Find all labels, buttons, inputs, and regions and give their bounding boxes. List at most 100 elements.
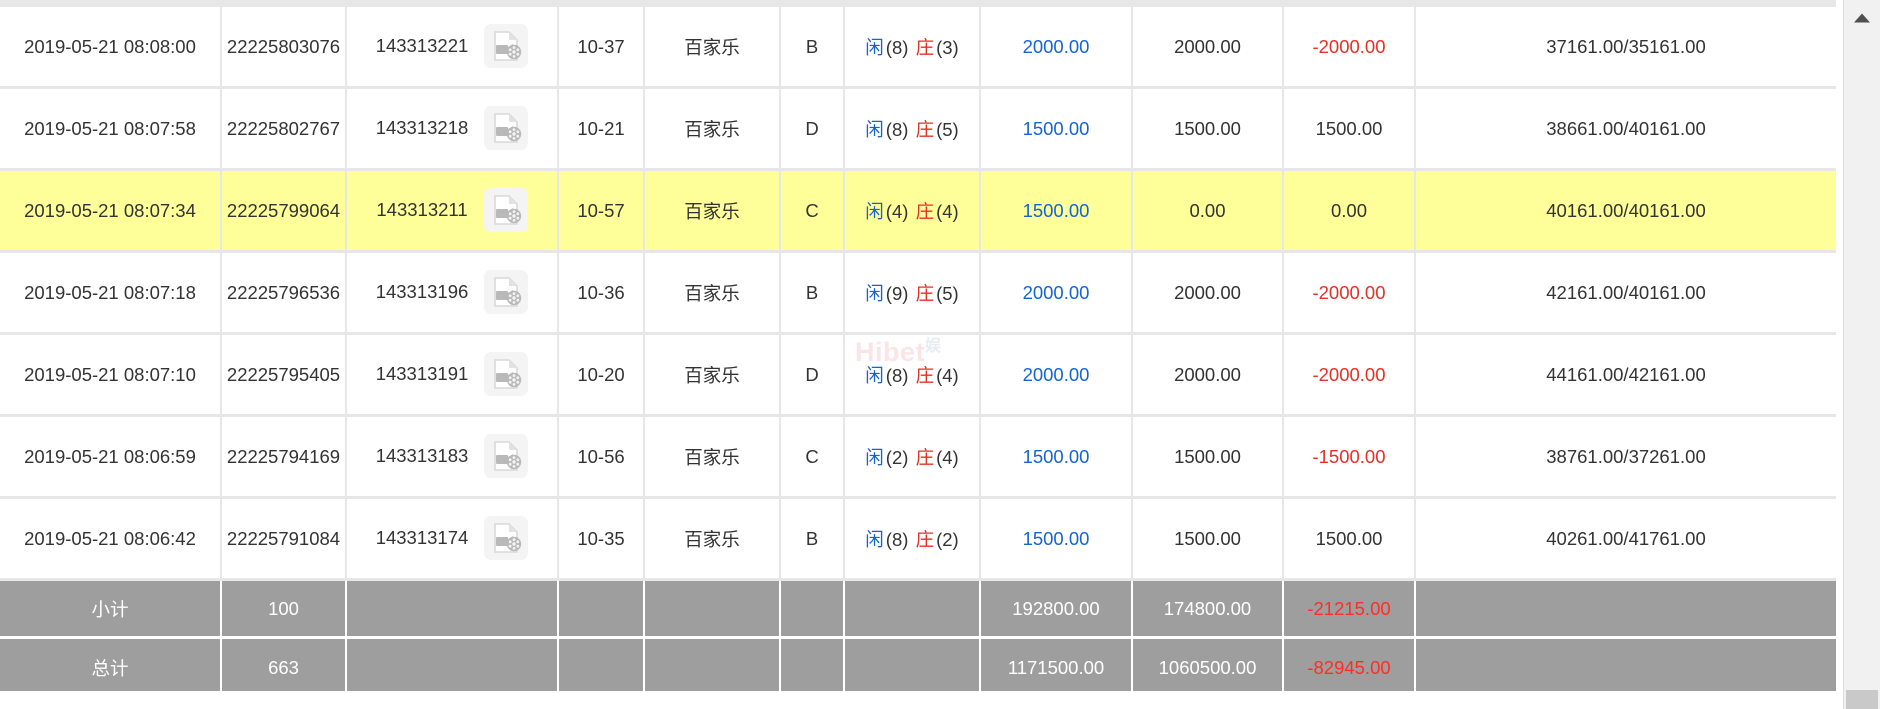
bet-detail: 闲 (8) 庄 (3) xyxy=(864,34,959,60)
video-record-icon[interactable] xyxy=(484,351,529,396)
bet-time: 2019-05-21 08:07:10 xyxy=(24,363,196,385)
table-row[interactable]: 2019-05-21 08:07:18 22225796536 143313196 1… xyxy=(0,253,1836,335)
cell-bet-amount: 1500.00 xyxy=(981,89,1133,171)
scrollbar-up-arrow-button[interactable] xyxy=(1844,0,1880,36)
payout-amount: 0.00 xyxy=(1330,199,1367,221)
cell-balance: 40161.00/40161.00 xyxy=(1416,171,1836,253)
bet-time: 2019-05-21 08:06:59 xyxy=(24,445,196,467)
round-number: 143313196 xyxy=(375,280,469,302)
cell-valid-amount: 1500.00 xyxy=(1133,417,1284,499)
video-record-icon[interactable] xyxy=(483,187,528,232)
cell-bet-amount: 1500.00 xyxy=(981,417,1133,499)
cell-seat: D xyxy=(781,89,845,171)
summary-valid-amount: 1060500.00 xyxy=(1133,639,1284,697)
round-number: 143313191 xyxy=(375,362,469,384)
video-record-icon[interactable] xyxy=(484,105,529,150)
cell-round-no: 143313211 xyxy=(347,171,559,253)
cell-order-no: 22225802767 xyxy=(222,89,347,171)
cell-balance: 40261.00/41761.00 xyxy=(1416,499,1836,581)
bet-time: 2019-05-21 08:07:34 xyxy=(24,199,196,221)
summary-bet-amount: 1171500.00 xyxy=(1007,657,1105,678)
table-row[interactable]: 2019-05-21 08:08:00 22225803076 143313221 1… xyxy=(0,7,1836,89)
summary-payout: -82945.00 xyxy=(1284,639,1416,697)
cell-game-name: 百家乐 xyxy=(645,171,781,253)
table-row[interactable]: 2019-05-21 08:07:34 22225799064 143313211 1… xyxy=(0,171,1836,253)
table-row[interactable]: 2019-05-21 08:07:58 22225802767 143313218 1… xyxy=(0,89,1836,171)
seat-label: C xyxy=(805,199,819,221)
cell-order-no: 22225796536 xyxy=(222,253,347,335)
cell-game-name: 百家乐 xyxy=(645,417,781,499)
cell-time: 2019-05-21 08:06:59 xyxy=(0,417,222,499)
bet-banker-label: 庄 xyxy=(915,36,935,58)
cell-valid-amount: 0.00 xyxy=(1133,171,1284,253)
table-row[interactable]: 2019-05-21 08:07:10 22225795405 143313191 1… xyxy=(0,335,1836,417)
bet-banker-value: (3) xyxy=(936,36,959,58)
cell-balance: 38761.00/37261.00 xyxy=(1416,417,1836,499)
bet-player-label: 闲 xyxy=(865,528,884,550)
round-number: 143313174 xyxy=(375,526,469,548)
bet-detail: 闲 (8) 庄 (5) xyxy=(864,116,959,142)
bet-banker-label: 庄 xyxy=(915,118,935,140)
bet-banker-value: (2) xyxy=(936,528,959,550)
payout-amount: -2000.00 xyxy=(1312,363,1386,385)
cell-time: 2019-05-21 08:06:42 xyxy=(0,499,222,581)
bet-banker-label: 庄 xyxy=(915,364,935,386)
bet-detail: 闲 (2) 庄 (4) xyxy=(864,444,959,470)
bet-detail: 闲 (8) 庄 (4) xyxy=(864,362,959,388)
cell-payout: 0.00 xyxy=(1284,171,1416,253)
vertical-scrollbar[interactable] xyxy=(1843,0,1880,709)
summary-empty-table xyxy=(559,639,645,697)
order-number: 22225803076 xyxy=(226,35,341,57)
balance-before-after: 44161.00/42161.00 xyxy=(1546,363,1706,385)
bet-banker-value: (4) xyxy=(936,364,959,386)
order-number: 22225799064 xyxy=(226,199,341,221)
bet-amount: 1500.00 xyxy=(1022,199,1090,221)
cell-order-no: 22225799064 xyxy=(222,171,347,253)
summary-bet-amount: 1171500.00 xyxy=(981,639,1133,697)
balance-before-after: 40261.00/41761.00 xyxy=(1546,527,1706,549)
summary-empty-bet-detail xyxy=(845,581,981,639)
cell-seat: C xyxy=(781,171,845,253)
round-number: 143313183 xyxy=(375,444,469,466)
cell-balance: 44161.00/42161.00 xyxy=(1416,335,1836,417)
summary-bet-amount: 192800.00 xyxy=(1012,597,1100,619)
cell-seat: B xyxy=(781,7,845,89)
video-record-icon[interactable] xyxy=(484,269,529,314)
bet-banker-value: (5) xyxy=(936,282,959,304)
bet-player-value: (2) xyxy=(885,446,909,468)
game-name: 百家乐 xyxy=(684,36,740,58)
cell-round-no: 143313174 xyxy=(347,499,559,581)
bet-banker-label: 庄 xyxy=(915,282,935,304)
seat-label: D xyxy=(805,363,819,385)
summary-bet-amount: 192800.00 xyxy=(981,581,1133,639)
table-row[interactable]: 2019-05-21 08:06:42 22225791084 143313174 1… xyxy=(0,499,1836,581)
summary-empty-seat xyxy=(781,581,845,639)
summary-payout: -82945.00 xyxy=(1307,657,1391,678)
balance-before-after: 38661.00/40161.00 xyxy=(1546,117,1706,139)
seat-label: C xyxy=(805,445,819,467)
table-row[interactable]: 2019-05-21 08:06:59 22225794169 143313183 1… xyxy=(0,417,1836,499)
bet-player-label: 闲 xyxy=(865,446,884,468)
video-record-icon[interactable] xyxy=(484,23,529,68)
summary-valid-amount: 174800.00 xyxy=(1133,581,1284,639)
cell-valid-amount: 2000.00 xyxy=(1133,335,1284,417)
cell-round-no: 143313183 xyxy=(347,417,559,499)
scrollbar-thumb[interactable] xyxy=(1846,690,1878,709)
cell-round-no: 143313221 xyxy=(347,7,559,89)
bet-banker-value: (5) xyxy=(936,118,959,140)
cell-valid-amount: 2000.00 xyxy=(1133,253,1284,335)
bet-detail: 闲 (8) 庄 (2) xyxy=(864,526,959,552)
video-record-icon[interactable] xyxy=(484,433,529,478)
bet-amount: 2000.00 xyxy=(1022,35,1090,57)
bet-history-table: 2019-05-21 08:08:00 22225803076 143313221 1… xyxy=(0,7,1836,697)
bet-time: 2019-05-21 08:07:18 xyxy=(24,281,196,303)
video-record-icon[interactable] xyxy=(484,515,529,560)
cell-table-no: 10-56 xyxy=(559,417,645,499)
valid-amount: 1500.00 xyxy=(1174,445,1241,467)
summary-count: 100 xyxy=(268,597,299,619)
cell-round-no: 143313191 xyxy=(347,335,559,417)
bet-banker-label: 庄 xyxy=(915,528,935,550)
cell-table-no: 10-36 xyxy=(559,253,645,335)
bet-amount: 2000.00 xyxy=(1022,363,1090,385)
game-name: 百家乐 xyxy=(684,364,740,386)
